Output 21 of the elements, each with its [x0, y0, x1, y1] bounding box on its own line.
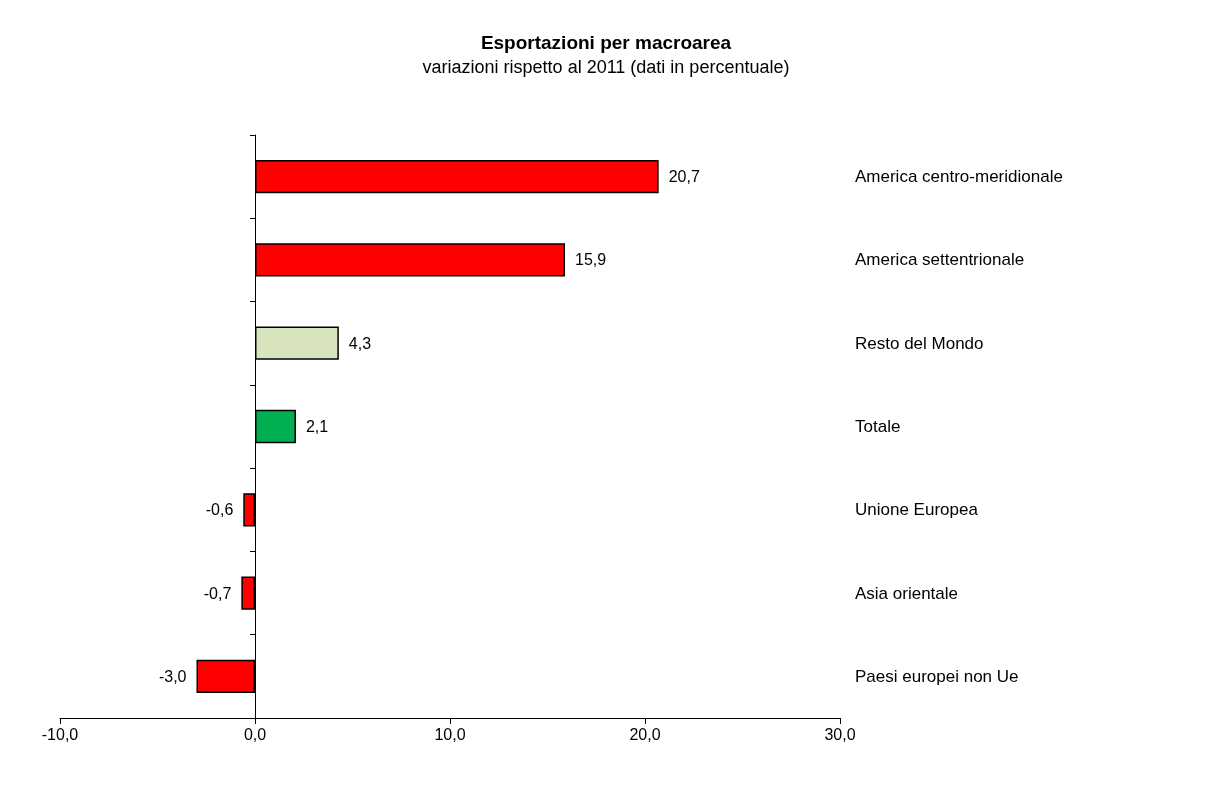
- x-tick-label: 20,0: [629, 725, 661, 743]
- y-tick-label: Resto del Mondo: [855, 333, 984, 353]
- data-label: -0,6: [205, 501, 234, 519]
- data-label: 4,3: [348, 334, 372, 352]
- data-label: 2,1: [305, 418, 329, 435]
- x-tick-label: 10,0: [434, 725, 466, 743]
- y-tick-label: America settentrionale: [855, 250, 1025, 270]
- x-tick-label: 30,0: [824, 725, 856, 743]
- data-label: -3,0: [158, 667, 187, 685]
- y-tick-label: Unione Europea: [855, 500, 979, 520]
- y-tick-label: America centro-meridionale: [855, 167, 1063, 187]
- data-label: -0,7: [203, 584, 232, 602]
- chart-title: Esportazioni per macroarea: [480, 32, 732, 53]
- y-tick-label: Asia orientale: [855, 583, 959, 603]
- x-tick-label: 0,0: [243, 725, 267, 743]
- y-tick-label: Paesi europei non Ue: [855, 666, 1019, 686]
- chart-subtitle: variazioni rispetto al 2011 (dati in percentuale): [422, 57, 790, 77]
- x-tick-label: -10,0: [41, 725, 79, 743]
- data-label: 15,9: [575, 251, 607, 269]
- data-label: 20,7: [668, 168, 700, 186]
- y-tick-label: Totale: [855, 417, 901, 436]
